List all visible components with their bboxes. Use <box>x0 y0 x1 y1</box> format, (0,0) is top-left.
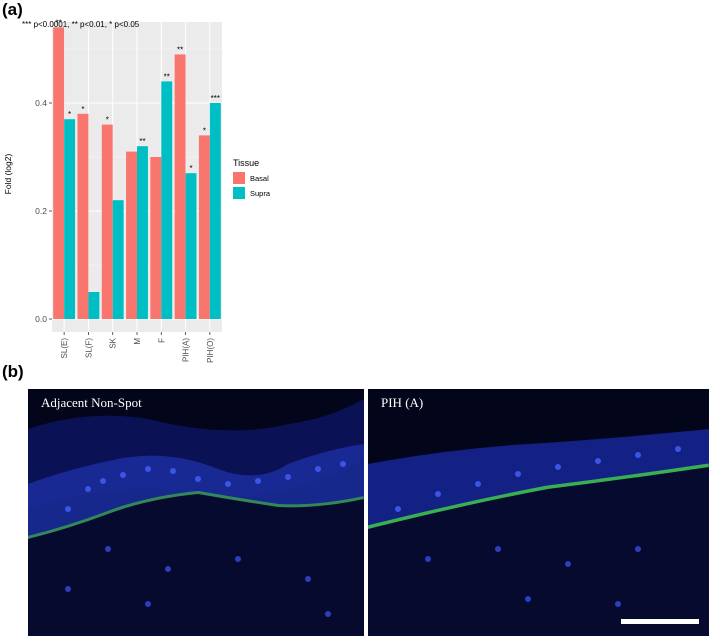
bar-basal <box>126 151 137 319</box>
bar-chart: **************** 0.00.20.4 SL(E) SL(F) SK M… <box>3 18 271 363</box>
bar-supra <box>185 173 197 319</box>
scale-bar <box>621 619 699 624</box>
significance-label: ** <box>164 72 170 81</box>
bar-supra <box>88 292 100 319</box>
x-tick-label: SL(E) <box>60 338 69 359</box>
x-tick-label: PIH(O) <box>206 338 215 363</box>
significance-label: ** <box>56 18 62 27</box>
panel-a-label: (a) <box>2 0 23 19</box>
significance-labels: **************** <box>56 18 220 173</box>
significance-label: ** <box>139 137 145 146</box>
y-tick-label: 0.4 <box>35 98 47 108</box>
significance-label: * <box>189 164 192 173</box>
x-tick-label: SL(F) <box>84 338 93 358</box>
legend-title: Tissue <box>233 158 259 168</box>
bar-basal <box>198 135 210 319</box>
bar-supra <box>209 103 221 319</box>
x-tick-label: SK <box>109 337 118 348</box>
legend-label: Basal <box>250 174 269 183</box>
bar-basal <box>77 113 89 319</box>
legend-swatch <box>233 172 245 184</box>
legend: Tissue Basal Supra <box>233 158 271 199</box>
legend-items: Basal Supra <box>233 172 271 199</box>
bar-supra <box>112 200 124 319</box>
y-axis-label: Fold (log2) <box>3 154 13 195</box>
tissue-image <box>368 389 709 636</box>
bar-supra <box>161 81 173 320</box>
significance-annotation: *** p<0.0001, ** p<0.01, * p<0.05 <box>22 20 140 29</box>
bars <box>53 27 221 320</box>
micrograph-adjacent-non-spot: Adjacent Non-Spot <box>28 389 364 636</box>
significance-label: * <box>106 116 109 125</box>
bar-basal <box>101 124 113 319</box>
bar-basal <box>53 27 65 320</box>
significance-label: * <box>203 126 206 135</box>
bar-basal <box>150 157 162 319</box>
bar-basal <box>174 54 186 320</box>
significance-label: ** <box>177 45 183 54</box>
y-axis-ticks: 0.0 0.2 0.4 <box>35 98 52 324</box>
significance-label: * <box>68 110 71 119</box>
significance-label: * <box>81 105 84 114</box>
micrograph-caption: Adjacent Non-Spot <box>41 395 142 410</box>
panel-b-label: (b) <box>2 362 24 381</box>
bar-supra <box>64 119 76 319</box>
tissue-image <box>28 389 364 636</box>
legend-swatch <box>233 187 245 199</box>
y-tick-label: 0.0 <box>35 314 47 324</box>
x-tick-label: M <box>133 338 142 345</box>
legend-label: Supra <box>250 189 271 198</box>
x-tick-label: F <box>157 338 166 343</box>
y-tick-label: 0.2 <box>35 206 47 216</box>
bar-supra <box>137 146 148 319</box>
x-axis-ticks: SL(E) SL(F) SK M F PIH(A) PIH(O) <box>60 332 215 363</box>
x-tick-label: PIH(A) <box>182 338 191 362</box>
micrograph-pih-a: PIH (A) <box>368 389 709 636</box>
significance-label: *** <box>211 94 220 103</box>
micrograph-caption: PIH (A) <box>381 395 424 410</box>
